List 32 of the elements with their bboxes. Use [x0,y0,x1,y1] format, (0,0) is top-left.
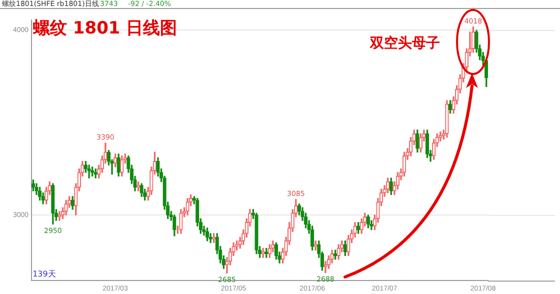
candlestick [87,164,91,178]
candlestick [58,210,62,221]
chart-title: 螺纹 1801 日线图 [32,18,178,38]
candlestick [38,186,42,201]
candlestick [314,240,318,250]
candlestick [120,156,124,177]
candlestick [386,178,390,194]
candlestick [179,209,183,234]
candlestick [471,26,476,53]
candlestick [356,222,360,234]
candlestick [261,248,265,258]
candlestick [416,130,420,152]
candlestick [389,178,393,195]
candlestick [366,214,370,228]
candlestick [254,212,258,254]
candlestick [343,240,347,256]
candlestick [402,152,406,177]
candlestick [90,166,94,177]
candlestick [51,183,55,225]
candlestick [418,133,423,152]
candlestick [425,130,430,158]
candlestick [64,200,68,216]
candlestick [140,183,144,197]
candlestick [336,244,340,260]
candlestick [274,242,278,260]
candlestick [116,154,120,177]
candlestick [186,198,190,216]
candlestick [445,100,449,138]
annotation: 双空头母子 [369,34,440,52]
annotation: 139天 [32,270,56,279]
candlestick [32,180,36,192]
candlestick [172,214,176,236]
